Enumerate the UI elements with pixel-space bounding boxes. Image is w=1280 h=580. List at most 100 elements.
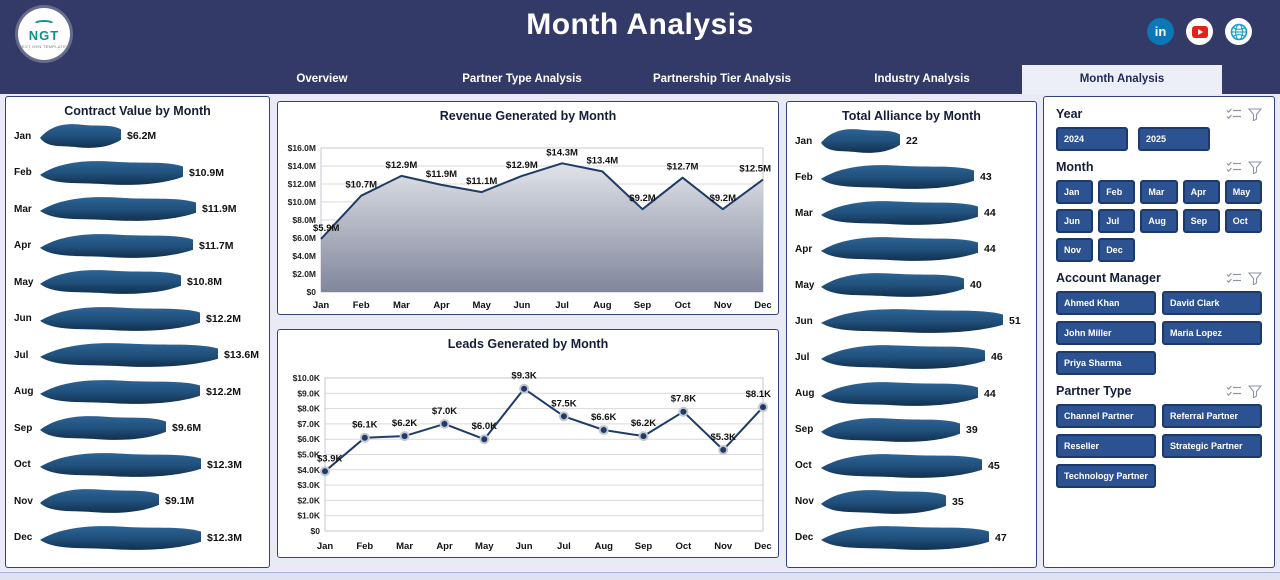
multi-select-icon[interactable]	[1226, 108, 1242, 120]
multi-select-icon[interactable]	[1226, 272, 1242, 284]
ribbon-bar[interactable]	[821, 380, 978, 408]
tab-partnership-tier-analysis[interactable]: Partnership Tier Analysis	[652, 73, 792, 85]
account-manager-option-priya-sharma[interactable]: Priya Sharma	[1056, 351, 1156, 375]
ribbon-bar[interactable]	[40, 414, 166, 442]
svg-text:$6.0K: $6.0K	[472, 421, 497, 432]
category-label: Aug	[14, 386, 34, 398]
multi-select-icon[interactable]	[1226, 385, 1242, 397]
multi-select-icon[interactable]	[1226, 161, 1242, 173]
svg-text:$1.0K: $1.0K	[297, 511, 321, 521]
month-option-aug[interactable]: Aug	[1140, 209, 1178, 233]
month-option-jul[interactable]: Jul	[1098, 209, 1136, 233]
ribbon-bar[interactable]	[40, 524, 201, 552]
svg-text:Dec: Dec	[754, 300, 771, 311]
leads-chart: $0 $1.0K $2.0K $3.0K $4.0K $5.0K $6.0K $7.0K $8.…	[279, 352, 779, 557]
clear-filter-funnel-icon[interactable]	[1248, 107, 1262, 121]
svg-text:$5.9M: $5.9M	[313, 223, 339, 234]
month-option-sep[interactable]: Sep	[1182, 209, 1220, 233]
account-manager-option-david-clark[interactable]: David Clark	[1162, 291, 1262, 315]
month-option-apr[interactable]: Apr	[1182, 180, 1220, 204]
month-option-nov[interactable]: Nov	[1056, 238, 1094, 262]
partner-type-option-technology-partner[interactable]: Technology Partner	[1056, 464, 1156, 488]
ribbon-row: May $10.8M	[14, 268, 265, 296]
ribbon-bar[interactable]	[40, 487, 159, 515]
month-options: Jan Feb Mar Apr May Jun Jul Aug Sep Oct Nov Dec	[1056, 180, 1262, 262]
ribbon-bar[interactable]	[821, 235, 978, 263]
ribbon-bar[interactable]	[821, 416, 960, 444]
value-label: $6.2M	[127, 130, 157, 142]
ribbon-row: Oct 45	[795, 452, 1032, 480]
filters-sidebar: Year 2024 2025 Month	[1043, 96, 1275, 568]
ribbon-bar[interactable]	[40, 305, 200, 333]
month-option-oct[interactable]: Oct	[1224, 209, 1262, 233]
clear-filter-funnel-icon[interactable]	[1248, 271, 1262, 285]
svg-text:$12.0M: $12.0M	[288, 179, 316, 189]
youtube-icon[interactable]	[1186, 18, 1213, 45]
month-option-mar[interactable]: Mar	[1140, 180, 1178, 204]
month-option-dec[interactable]: Dec	[1098, 238, 1136, 262]
ribbon-bar[interactable]	[821, 488, 946, 516]
ribbon-bar[interactable]	[40, 451, 201, 479]
month-option-jan[interactable]: Jan	[1056, 180, 1094, 204]
partner-type-option-referral-partner[interactable]: Referral Partner	[1162, 404, 1262, 428]
svg-text:$13.4M: $13.4M	[586, 155, 618, 166]
category-label: May	[14, 276, 34, 288]
clear-filter-funnel-icon[interactable]	[1248, 384, 1262, 398]
linkedin-icon[interactable]	[1147, 18, 1174, 45]
ribbon-row: Apr 44	[795, 235, 1032, 263]
ribbon-bar[interactable]	[821, 524, 989, 552]
ribbon-bar[interactable]	[821, 127, 900, 155]
tab-industry-analysis[interactable]: Industry Analysis	[874, 73, 970, 85]
chart-title: Contract Value by Month	[64, 104, 211, 118]
ribbon-bar[interactable]	[40, 378, 200, 406]
ribbon-bar[interactable]	[821, 343, 985, 371]
account-manager-option-maria-lopez[interactable]: Maria Lopez	[1162, 321, 1262, 345]
ribbon-bar[interactable]	[821, 199, 978, 227]
ribbon-bar[interactable]	[40, 122, 121, 150]
logo: NGT NEXT GEN TEMPLATES	[18, 8, 70, 60]
ribbon-row: Feb $10.9M	[14, 159, 265, 187]
ribbon-bar[interactable]	[40, 268, 181, 296]
category-label: Sep	[795, 424, 814, 436]
tab-overview[interactable]: Overview	[296, 73, 348, 85]
website-globe-icon[interactable]	[1225, 18, 1252, 45]
partner-type-option-reseller[interactable]: Reseller	[1056, 434, 1156, 458]
tab-partner-type-analysis[interactable]: Partner Type Analysis	[462, 73, 582, 85]
ribbon-bar[interactable]	[40, 232, 193, 260]
clear-filter-funnel-icon[interactable]	[1248, 160, 1262, 174]
filter-year: Year 2024 2025	[1056, 107, 1262, 151]
tab-month-analysis[interactable]: Month Analysis	[1022, 65, 1222, 94]
ribbon-bar[interactable]	[40, 159, 183, 187]
year-option-2024[interactable]: 2024	[1056, 127, 1128, 151]
ribbon-bar[interactable]	[821, 307, 1003, 335]
account-manager-option-ahmed-khan[interactable]: Ahmed Khan	[1056, 291, 1156, 315]
ribbon-bar[interactable]	[821, 271, 964, 299]
ribbon-bar[interactable]	[821, 452, 982, 480]
panel-contract-value: Contract Value by Month Jan $6.2M Feb	[5, 96, 270, 568]
ribbon-bar[interactable]	[821, 163, 974, 191]
category-label: Apr	[14, 240, 32, 252]
year-option-2025[interactable]: 2025	[1138, 127, 1210, 151]
svg-text:May: May	[475, 541, 494, 552]
partner-type-option-channel-partner[interactable]: Channel Partner	[1056, 404, 1156, 428]
header: NGT NEXT GEN TEMPLATES Month Analysis Ov…	[0, 0, 1280, 94]
leads-line-chart[interactable]: $0 $1.0K $2.0K $3.0K $4.0K $5.0K $6.0K $7.0K $8.…	[279, 352, 779, 555]
category-label: Aug	[795, 388, 815, 400]
svg-text:$2.0M: $2.0M	[292, 269, 316, 279]
value-label: 51	[1009, 315, 1021, 328]
svg-text:$11.1M: $11.1M	[466, 176, 497, 187]
ribbon-bar[interactable]	[40, 195, 196, 223]
partner-type-option-strategic-partner[interactable]: Strategic Partner	[1162, 434, 1262, 458]
svg-text:$4.0M: $4.0M	[292, 251, 316, 261]
ribbon-bar[interactable]	[40, 341, 218, 369]
month-option-jun[interactable]: Jun	[1056, 209, 1094, 233]
svg-text:$2.0K: $2.0K	[297, 495, 321, 505]
svg-text:Feb: Feb	[353, 300, 370, 311]
month-option-may[interactable]: May	[1224, 180, 1262, 204]
ribbon-row: Jun 51	[795, 307, 1032, 335]
svg-text:Nov: Nov	[714, 541, 733, 552]
account-manager-option-john-miller[interactable]: John Miller	[1056, 321, 1156, 345]
month-option-feb[interactable]: Feb	[1098, 180, 1136, 204]
youtube-play-icon	[1191, 25, 1208, 38]
revenue-area-chart[interactable]: $0 $2.0M $4.0M $6.0M $8.0M $10.0M $12.0M $14.0M…	[279, 124, 779, 314]
